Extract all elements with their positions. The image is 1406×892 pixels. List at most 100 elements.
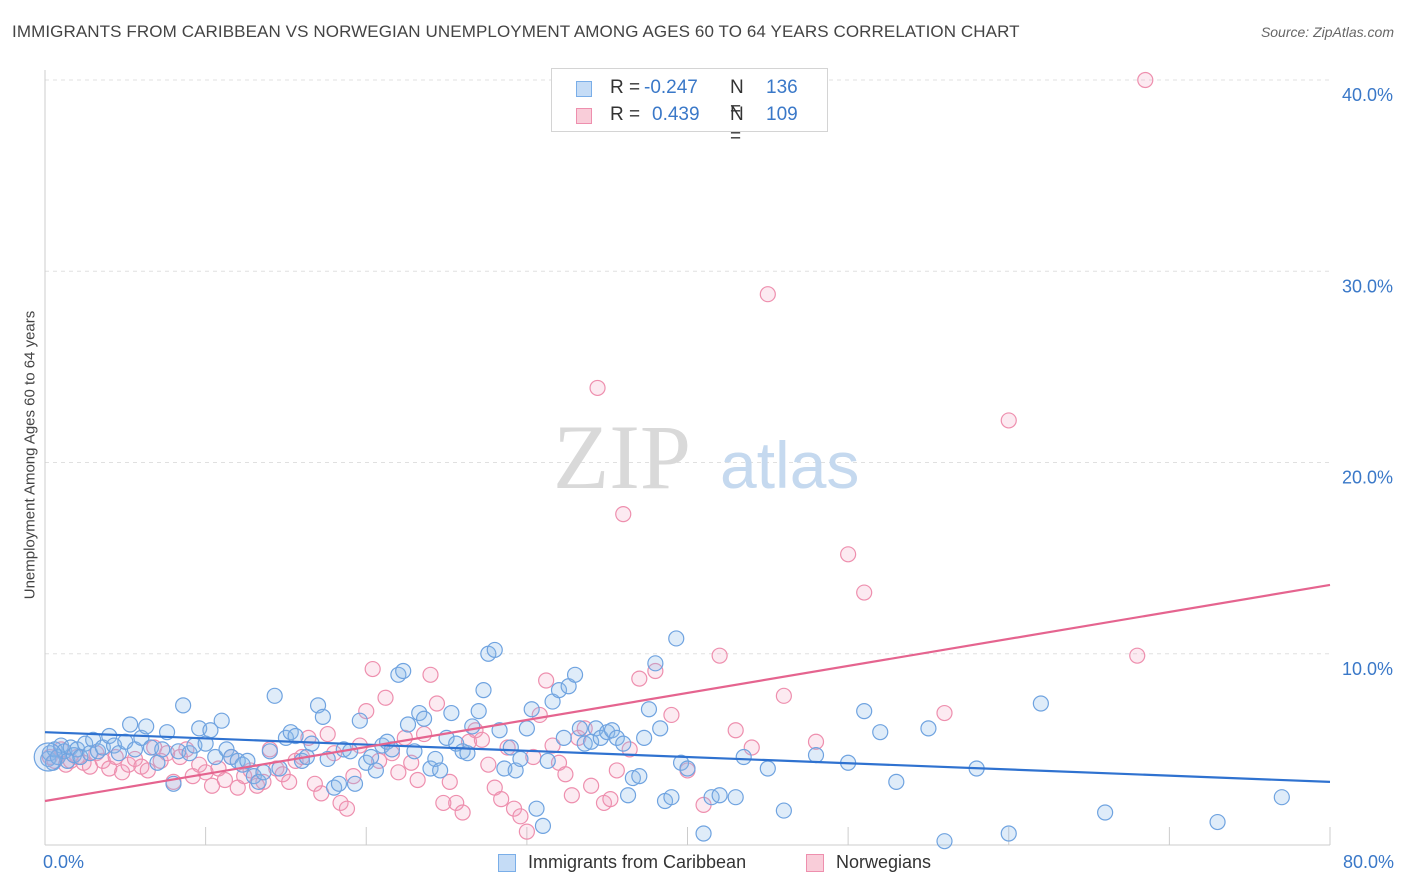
norwegian-point bbox=[759, 286, 776, 303]
legend-r-label: R = bbox=[610, 77, 641, 98]
caribbean-point bbox=[775, 802, 792, 819]
legend-n-label: N = bbox=[730, 104, 744, 147]
caribbean-point bbox=[566, 666, 584, 683]
caribbean-point bbox=[122, 716, 139, 733]
caribbean-point bbox=[872, 724, 889, 741]
correlation-legend: R = -0.247 N = 136 R = 0.439 N = 109 bbox=[551, 68, 828, 147]
caribbean-point bbox=[250, 773, 267, 790]
caribbean-point bbox=[395, 662, 412, 680]
caribbean-point bbox=[647, 655, 664, 672]
caribbean-point bbox=[523, 701, 540, 718]
caribbean-point bbox=[608, 729, 625, 747]
caribbean-point bbox=[362, 748, 380, 766]
caribbean-point bbox=[218, 741, 235, 758]
caribbean-point bbox=[491, 722, 508, 739]
norwegian-point bbox=[589, 379, 606, 397]
caribbean-point bbox=[1032, 695, 1049, 712]
watermark: ZIP atlas bbox=[553, 406, 859, 508]
caribbean-point bbox=[920, 720, 937, 737]
norwegian-point bbox=[364, 660, 381, 678]
caribbean-point bbox=[576, 735, 593, 752]
caribbean-point bbox=[261, 743, 278, 760]
norwegian-point bbox=[377, 689, 394, 706]
caribbean-point bbox=[550, 681, 568, 699]
caribbean-trend-line bbox=[44, 731, 1331, 783]
chart-title: IMMIGRANTS FROM CARIBBEAN VS NORWEGIAN U… bbox=[12, 22, 1020, 41]
caribbean-point bbox=[672, 754, 690, 771]
norwegian-point bbox=[557, 766, 574, 783]
norwegian-point bbox=[428, 695, 446, 712]
legend-r-value: 0.439 bbox=[652, 104, 700, 125]
caribbean-point bbox=[636, 729, 653, 747]
caribbean-point bbox=[534, 817, 552, 834]
norwegian-point bbox=[120, 756, 137, 773]
caribbean-point bbox=[695, 825, 712, 842]
caribbean-point bbox=[443, 704, 460, 722]
caribbean-point bbox=[1097, 804, 1114, 821]
legend-r-label: R = bbox=[610, 104, 641, 125]
caribbean-point bbox=[149, 754, 166, 771]
caribbean-point bbox=[475, 681, 492, 699]
legend-n-value: 136 bbox=[766, 77, 798, 98]
norwegian-point bbox=[518, 823, 535, 840]
caribbean-point bbox=[735, 748, 752, 766]
norwegian-point bbox=[538, 672, 555, 689]
norwegian-point bbox=[390, 764, 407, 781]
caribbean-point bbox=[571, 720, 588, 737]
norwegian-point bbox=[1137, 71, 1154, 89]
trend-layer bbox=[44, 583, 1331, 803]
norwegian-point bbox=[512, 808, 529, 825]
caribbean-cluster-point bbox=[33, 742, 63, 772]
caribbean-point bbox=[432, 762, 449, 779]
caribbean-point bbox=[615, 735, 632, 752]
norwegian-point bbox=[856, 584, 873, 601]
norwegian-point bbox=[473, 731, 490, 748]
norwegian-point bbox=[727, 722, 744, 739]
caribbean-point bbox=[154, 741, 171, 758]
caribbean-point bbox=[77, 735, 94, 752]
caribbean-point bbox=[207, 748, 224, 766]
caribbean-point bbox=[888, 773, 905, 790]
y-tick-labels: 10.0% 20.0% 30.0% 40.0% bbox=[1342, 85, 1393, 679]
bottom-legend-label-caribbean: Immigrants from Caribbean bbox=[528, 852, 747, 872]
norwegian-point bbox=[840, 546, 857, 563]
norwegian-point bbox=[621, 741, 638, 758]
caribbean-point bbox=[1273, 789, 1290, 806]
caribbean-point bbox=[592, 729, 609, 747]
caribbean-point bbox=[936, 833, 953, 850]
caribbean-point bbox=[59, 752, 76, 769]
norwegian-point bbox=[441, 773, 458, 790]
caribbean-point bbox=[486, 641, 503, 659]
caribbean-point bbox=[464, 718, 481, 735]
caribbean-point bbox=[652, 720, 669, 737]
norwegian-point bbox=[338, 800, 356, 817]
norwegian-point bbox=[409, 771, 426, 789]
norwegian-point bbox=[358, 703, 375, 720]
caribbean-point bbox=[631, 768, 648, 785]
norwegian-point bbox=[807, 733, 825, 750]
caribbean-point bbox=[330, 775, 348, 792]
caribbean-point bbox=[539, 752, 556, 769]
norwegian-point bbox=[480, 756, 497, 773]
caribbean-point bbox=[640, 701, 658, 718]
caribbean-point bbox=[351, 712, 368, 729]
watermark-zip: ZIP bbox=[553, 406, 691, 508]
norwegian-point bbox=[454, 804, 471, 821]
legend-n-value: 109 bbox=[766, 104, 798, 125]
caribbean-point bbox=[624, 769, 641, 787]
caribbean-point bbox=[856, 703, 873, 720]
norwegian-point bbox=[415, 725, 433, 743]
norwegian-point bbox=[615, 506, 632, 523]
norwegian-point bbox=[281, 773, 298, 790]
norwegian-point bbox=[775, 687, 792, 704]
norwegian-point bbox=[583, 777, 600, 794]
y-tick-label: 10.0% bbox=[1342, 659, 1393, 679]
caribbean-point bbox=[470, 703, 487, 720]
caribbean-point bbox=[266, 687, 283, 704]
caribbean-point bbox=[528, 800, 545, 817]
norwegian-trend-line bbox=[44, 583, 1331, 803]
norwegian-point bbox=[319, 725, 336, 743]
norwegian-point bbox=[663, 706, 680, 724]
legend-n-label: N = bbox=[730, 77, 744, 120]
norwegian-point bbox=[371, 752, 388, 769]
